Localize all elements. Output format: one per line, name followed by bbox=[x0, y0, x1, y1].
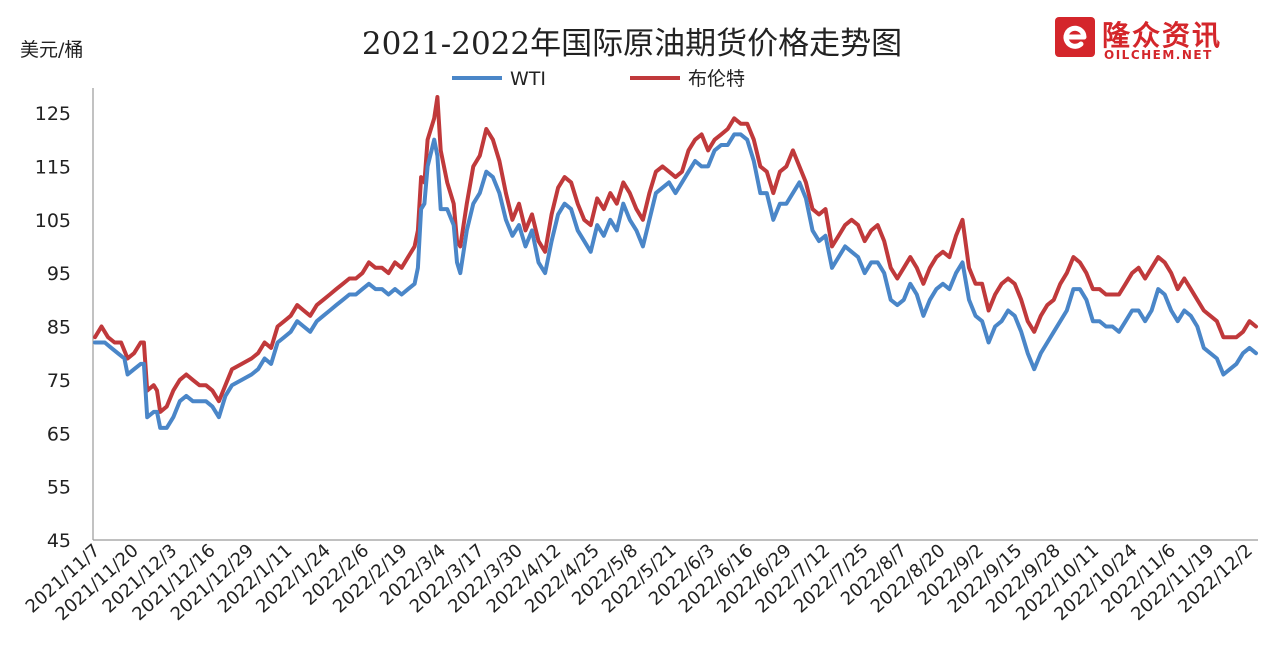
oilchem-logo: 隆众资讯 OILCHEM.NET bbox=[1054, 14, 1264, 64]
y-axis-label: 美元/桶 bbox=[20, 39, 83, 61]
y-tick-label: 55 bbox=[47, 477, 71, 499]
y-tick-label: 95 bbox=[47, 263, 71, 285]
oilchem-logo-icon bbox=[1055, 17, 1095, 57]
logo-text-en: OILCHEM.NET bbox=[1104, 48, 1213, 62]
legend: WTI 布伦特 bbox=[452, 68, 745, 90]
series-line-brent bbox=[93, 95, 1258, 414]
chart-title: 2021-2022年国际原油期货价格走势图 bbox=[362, 26, 902, 62]
legend-label: 布伦特 bbox=[688, 68, 745, 90]
x-axis: 2021/11/72021/11/202021/12/32021/12/1620… bbox=[22, 539, 1258, 625]
series-line-wti bbox=[93, 132, 1258, 430]
y-tick-label: 65 bbox=[47, 423, 71, 445]
y-tick-label: 115 bbox=[35, 156, 71, 178]
y-tick-label: 85 bbox=[47, 317, 71, 339]
y-axis: 45 55 65 75 85 95 105 115 125 bbox=[35, 88, 94, 552]
legend-label: WTI bbox=[510, 68, 546, 90]
y-tick-label: 105 bbox=[35, 210, 71, 232]
series-layer bbox=[93, 95, 1258, 430]
y-tick-label: 75 bbox=[47, 370, 71, 392]
y-tick-label: 125 bbox=[35, 103, 71, 125]
logo-text-cn: 隆众资讯 bbox=[1102, 19, 1223, 52]
y-tick-label: 45 bbox=[47, 530, 71, 552]
